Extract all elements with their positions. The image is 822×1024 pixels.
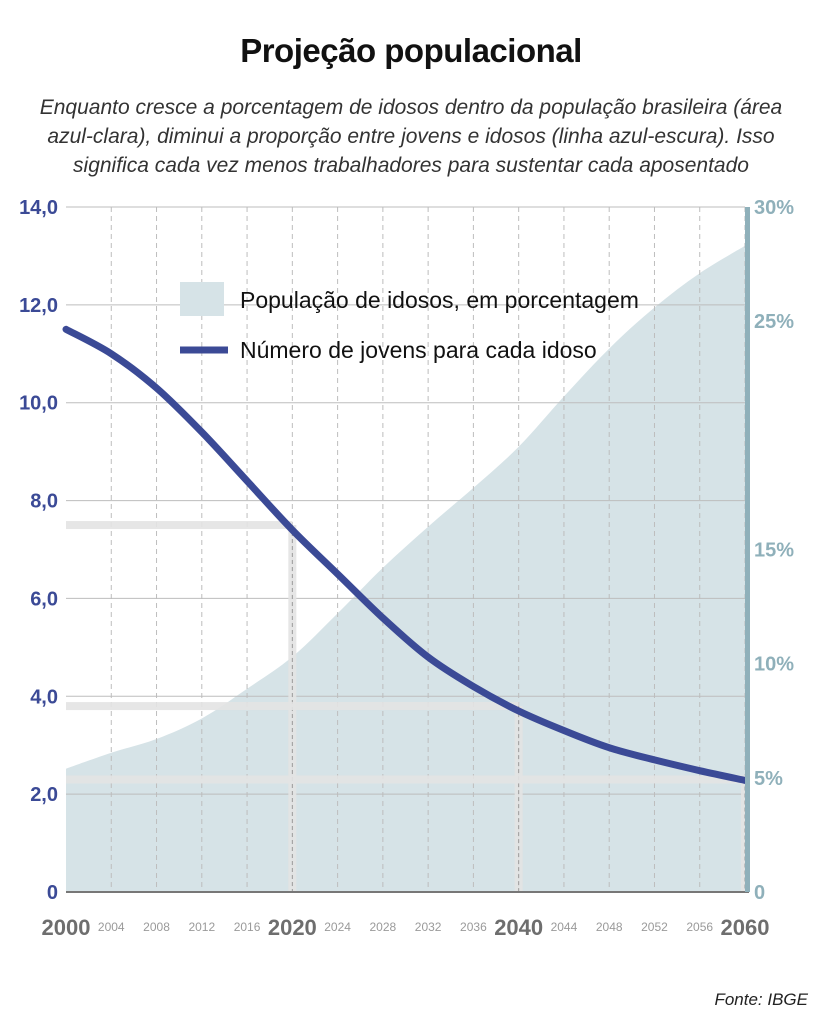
x-tick-label: 2000 [42,915,91,940]
highlight-horizontal-bar [66,521,293,530]
left-tick-label: 12,0 [19,295,58,317]
right-tick-label: 25% [754,311,794,333]
right-tick-label: 5% [754,768,783,790]
x-tick-label: 2036 [460,920,487,934]
x-tick-label: 2008 [143,920,170,934]
x-tick-label: 2044 [551,920,578,934]
right-tick-label: 15% [754,540,794,562]
x-tick-label: 2004 [98,920,125,934]
left-tick-label: 6,0 [30,588,58,610]
chart-title: Projeção populacional [240,32,582,69]
left-tick-label: 14,0 [19,197,58,219]
x-tick-label: 2012 [188,920,215,934]
x-tick-label: 2016 [234,920,261,934]
legend-swatch-area [180,282,224,316]
left-tick-label: 4,0 [30,686,58,708]
x-tick-label: 2056 [686,920,713,934]
legend-label-line: Número de jovens para cada idoso [240,337,597,363]
x-tick-label: 2024 [324,920,351,934]
x-tick-label: 2048 [596,920,623,934]
right-axis-bar [745,207,750,892]
highlight-horizontal-bar [66,775,745,784]
left-tick-label: 8,0 [30,491,58,513]
chart-subtitle: Enquanto cresce a porcentagem de idosos … [39,96,783,177]
chart-source: Fonte: IBGE [714,990,808,1009]
youth-per-elderly-line [62,325,749,784]
x-tick-label: 2020 [268,915,317,940]
right-tick-label: 0 [754,882,765,904]
elderly-percentage-area [66,245,745,893]
right-tick-label: 10% [754,654,794,676]
highlight-horizontal-bar [66,702,519,711]
right-tick-label: 30% [754,197,794,219]
x-tick-label: 2060 [721,915,770,940]
left-tick-label: 10,0 [19,393,58,415]
x-tick-label: 2052 [641,920,668,934]
left-tick-label: 0 [47,882,58,904]
legend-label-area: População de idosos, em porcentagem [240,287,639,313]
x-tick-label: 2040 [494,915,543,940]
x-tick-label: 2032 [415,920,442,934]
x-tick-label: 2028 [370,920,397,934]
left-tick-label: 2,0 [30,784,58,806]
